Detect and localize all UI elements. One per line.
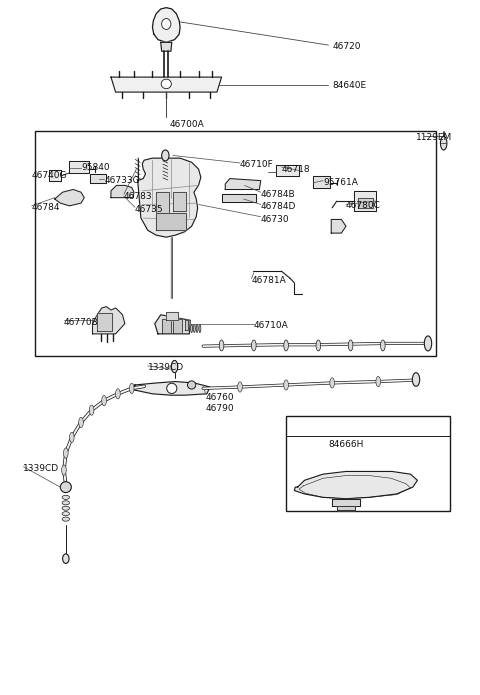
Ellipse shape: [61, 465, 66, 475]
Polygon shape: [155, 315, 190, 334]
Polygon shape: [161, 42, 172, 51]
Text: 46733G: 46733G: [104, 176, 140, 185]
Ellipse shape: [348, 340, 353, 351]
Ellipse shape: [60, 482, 72, 493]
Text: 84666H: 84666H: [328, 440, 364, 449]
Text: 95761A: 95761A: [323, 178, 358, 187]
Ellipse shape: [62, 554, 69, 564]
Ellipse shape: [70, 432, 74, 443]
Polygon shape: [166, 312, 178, 320]
Polygon shape: [111, 77, 222, 92]
Text: 46790: 46790: [205, 404, 234, 413]
Polygon shape: [225, 179, 261, 190]
Ellipse shape: [193, 325, 195, 332]
Ellipse shape: [412, 373, 420, 386]
Polygon shape: [133, 382, 210, 395]
Ellipse shape: [62, 500, 70, 505]
Polygon shape: [276, 165, 299, 176]
Polygon shape: [97, 313, 112, 331]
Polygon shape: [55, 190, 84, 206]
Polygon shape: [90, 174, 107, 183]
Ellipse shape: [330, 378, 335, 388]
Polygon shape: [332, 499, 360, 505]
Ellipse shape: [188, 381, 196, 389]
Text: 46760: 46760: [205, 393, 234, 402]
Ellipse shape: [252, 340, 256, 351]
Ellipse shape: [316, 340, 321, 351]
Polygon shape: [69, 161, 89, 173]
Text: 46781A: 46781A: [252, 276, 286, 285]
Text: 46783: 46783: [124, 192, 153, 201]
Text: 1339CD: 1339CD: [24, 464, 60, 473]
Ellipse shape: [62, 496, 70, 500]
Ellipse shape: [196, 325, 198, 332]
Ellipse shape: [161, 79, 171, 89]
Bar: [286, 416, 450, 511]
Text: 46784: 46784: [32, 204, 60, 213]
Ellipse shape: [171, 361, 178, 373]
Ellipse shape: [63, 448, 68, 458]
Polygon shape: [337, 505, 355, 509]
Text: 95840: 95840: [81, 163, 109, 172]
Ellipse shape: [219, 340, 224, 351]
Text: 46784D: 46784D: [261, 202, 296, 211]
Polygon shape: [93, 306, 125, 334]
Polygon shape: [313, 176, 330, 188]
Polygon shape: [138, 158, 201, 237]
Polygon shape: [331, 220, 346, 233]
Polygon shape: [358, 197, 372, 208]
Ellipse shape: [62, 506, 70, 510]
Text: 1339CD: 1339CD: [148, 363, 184, 373]
Polygon shape: [156, 193, 168, 213]
Text: 1129EM: 1129EM: [416, 133, 452, 142]
Text: 84640E: 84640E: [332, 81, 366, 90]
Ellipse shape: [162, 150, 169, 161]
Polygon shape: [156, 213, 186, 230]
Text: 46735: 46735: [135, 205, 164, 214]
Ellipse shape: [62, 517, 70, 521]
Text: 46700A: 46700A: [169, 120, 204, 129]
Ellipse shape: [441, 136, 447, 150]
Text: 46710A: 46710A: [254, 321, 288, 330]
Text: 46720: 46720: [332, 42, 360, 51]
Polygon shape: [173, 193, 186, 211]
Ellipse shape: [116, 389, 120, 399]
Ellipse shape: [238, 382, 242, 392]
Ellipse shape: [424, 336, 432, 351]
Polygon shape: [173, 319, 182, 332]
Ellipse shape: [376, 377, 381, 386]
Polygon shape: [223, 195, 256, 202]
Ellipse shape: [162, 19, 171, 29]
Ellipse shape: [381, 340, 385, 351]
Polygon shape: [185, 320, 188, 331]
Ellipse shape: [130, 383, 134, 393]
Ellipse shape: [89, 405, 94, 416]
Ellipse shape: [102, 395, 107, 406]
Ellipse shape: [199, 325, 201, 332]
Text: 46740G: 46740G: [32, 172, 67, 181]
Polygon shape: [111, 186, 134, 197]
Text: 46730: 46730: [261, 215, 289, 224]
Bar: [35, 131, 436, 356]
Ellipse shape: [191, 325, 192, 332]
Text: 46770B: 46770B: [64, 318, 99, 327]
Text: 46710F: 46710F: [240, 161, 274, 170]
Ellipse shape: [167, 383, 177, 393]
Polygon shape: [49, 170, 61, 181]
Ellipse shape: [79, 417, 84, 427]
Text: 46780C: 46780C: [346, 202, 381, 211]
Ellipse shape: [62, 512, 70, 516]
Ellipse shape: [284, 340, 288, 351]
Ellipse shape: [284, 380, 288, 390]
Text: 46784B: 46784B: [261, 190, 295, 199]
Polygon shape: [294, 471, 418, 499]
Polygon shape: [354, 191, 376, 211]
Polygon shape: [162, 319, 171, 332]
Polygon shape: [153, 8, 180, 42]
Text: 46718: 46718: [281, 165, 310, 174]
